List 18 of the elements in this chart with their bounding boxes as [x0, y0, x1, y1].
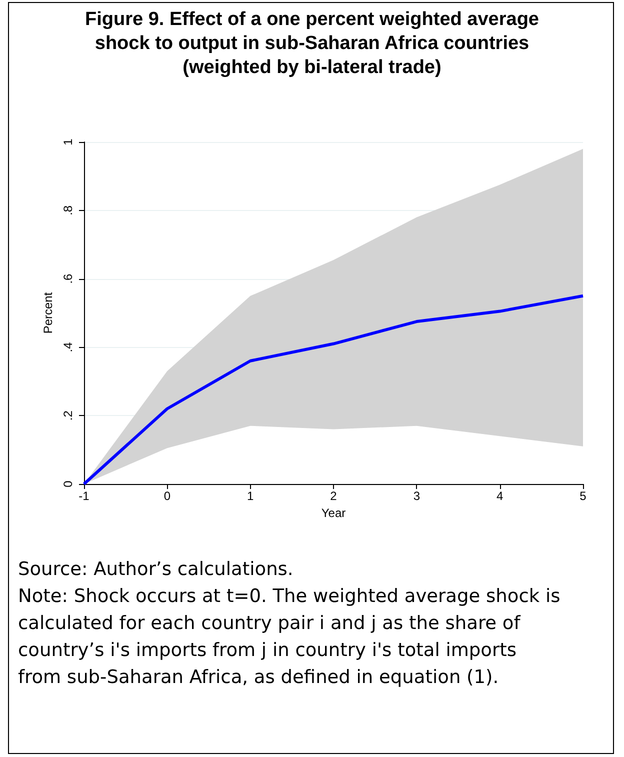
- x-axis-title: Year: [321, 506, 346, 520]
- y-tick-label: 1: [61, 138, 75, 146]
- y-tick-label: .4: [61, 342, 75, 352]
- x-tick-label: 2: [330, 489, 338, 503]
- text: Note: Shock occurs at t=0. The weighted average shock is calculated for each country pair i and j as the share of country’s i's imports from j in country i's total imports from sub-Saharan Africa, as defined in equation (1).: [18, 585, 562, 690]
- y-tick-label: 0: [61, 480, 75, 488]
- y-tick-label: .6: [61, 273, 75, 284]
- y-tick-label: .2: [61, 410, 75, 421]
- x-tick-label: -1: [78, 489, 90, 503]
- y-tick-label: .8: [61, 205, 75, 216]
- source-note: Source: Author’s calculations.: [18, 558, 294, 582]
- x-tick-label: 1: [246, 489, 254, 503]
- x-tick-label: 0: [164, 489, 171, 503]
- x-tick-label: 3: [413, 489, 420, 503]
- y-axis-title: Percent: [41, 292, 55, 334]
- x-tick-label: 4: [496, 489, 504, 503]
- x-tick-label: 5: [580, 489, 587, 503]
- chart-title: Figure 9. Effect of a one percent weighted average shock to output in sub-Saharan Africa countries (weighted by bi-lateral trade): [84, 8, 540, 80]
